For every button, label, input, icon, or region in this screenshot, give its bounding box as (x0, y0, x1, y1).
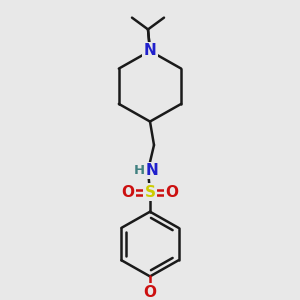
Text: S: S (145, 184, 155, 200)
Text: N: N (144, 44, 156, 59)
Text: O: O (122, 184, 134, 200)
Text: O: O (143, 285, 157, 300)
Text: N: N (146, 163, 158, 178)
Text: H: H (134, 164, 145, 177)
Text: O: O (166, 184, 178, 200)
